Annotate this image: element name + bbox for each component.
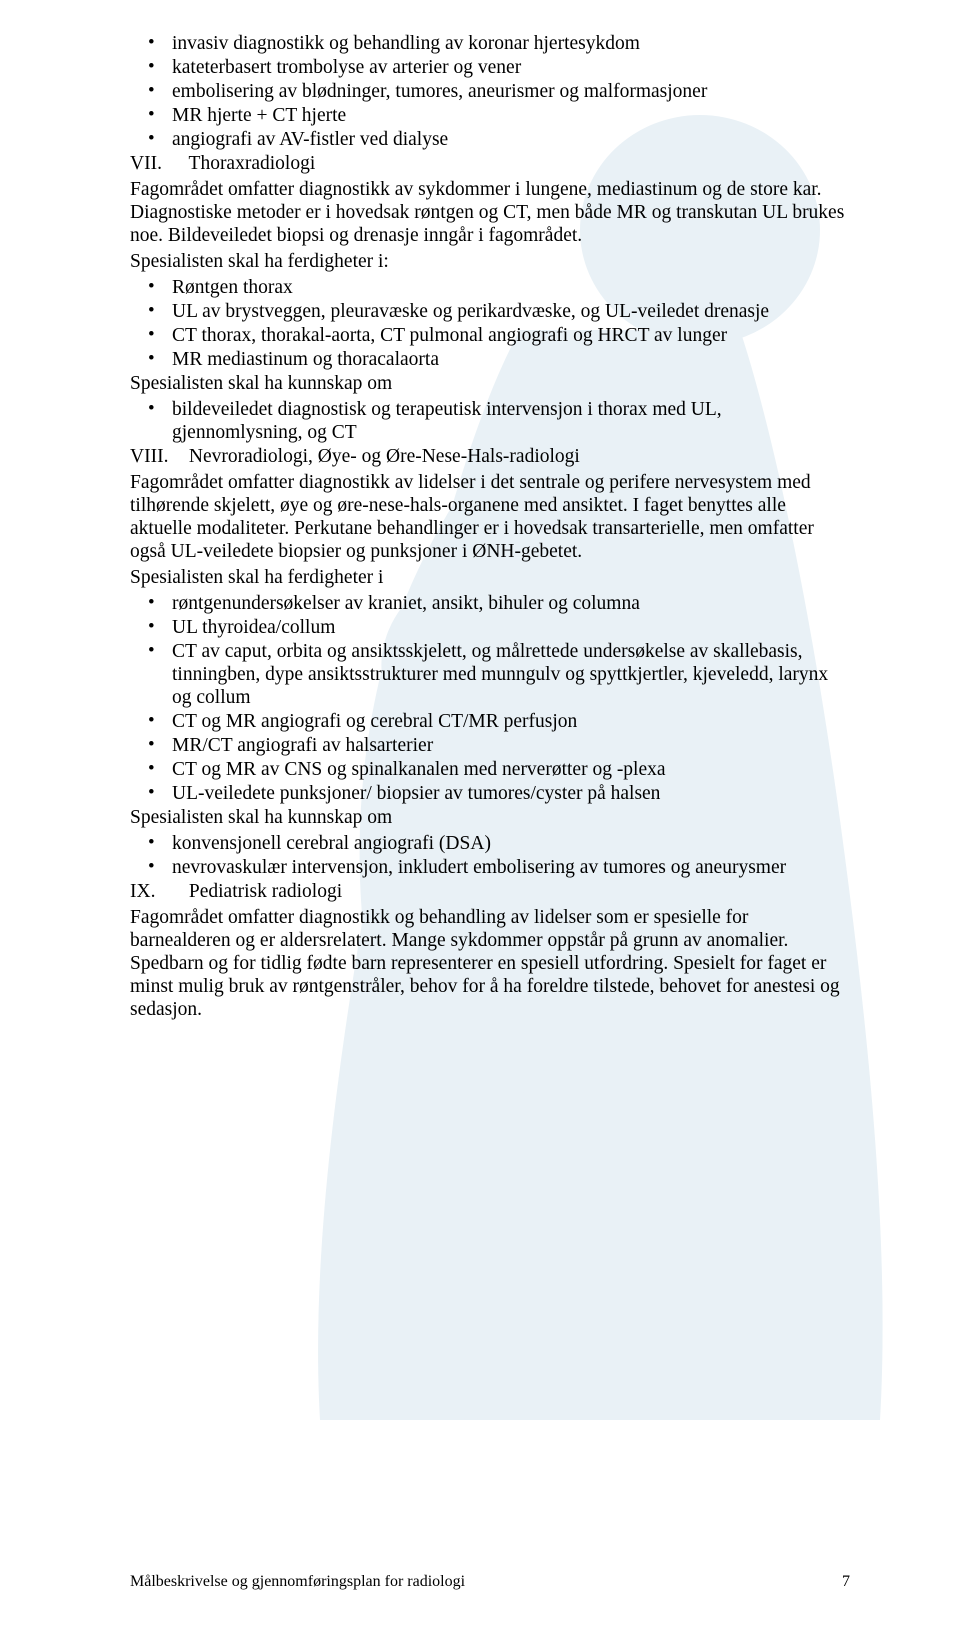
top-bullet-list: invasiv diagnostikk og behandling av kor… — [130, 32, 850, 151]
list-item: MR hjerte + CT hjerte — [130, 104, 850, 127]
list-item: røntgenundersøkelser av kraniet, ansikt,… — [130, 592, 850, 615]
skills-list-viii: røntgenundersøkelser av kraniet, ansikt,… — [130, 592, 850, 805]
heading-number: VII. — [130, 152, 184, 175]
list-item: CT av caput, orbita og ansiktsskjelett, … — [130, 640, 850, 709]
footer-text: Målbeskrivelse og gjennomføringsplan for… — [130, 1573, 465, 1591]
list-item: MR/CT angiografi av halsarterier — [130, 734, 850, 757]
section-heading-ix: IX. Pediatrisk radiologi — [130, 880, 850, 903]
knowledge-list-viii: konvensjonell cerebral angiografi (DSA) … — [130, 832, 850, 879]
page-content: invasiv diagnostikk og behandling av kor… — [0, 0, 960, 1084]
knowledge-heading: Spesialisten skal ha kunnskap om — [130, 372, 850, 395]
list-item: UL-veiledete punksjoner/ biopsier av tum… — [130, 782, 850, 805]
section-intro: Fagområdet omfatter diagnostikk av lidel… — [130, 471, 850, 563]
knowledge-list-vii: bildeveiledet diagnostisk og terapeutisk… — [130, 398, 850, 444]
heading-title: Pediatrisk radiologi — [189, 881, 342, 902]
list-item: konvensjonell cerebral angiografi (DSA) — [130, 832, 850, 855]
list-item: UL thyroidea/collum — [130, 616, 850, 639]
list-item: UL av brystveggen, pleuravæske og perika… — [130, 300, 850, 323]
list-item: Røntgen thorax — [130, 276, 850, 299]
section-heading-viii: VIII. Nevroradiologi, Øye- og Øre-Nese-H… — [130, 445, 850, 468]
section-intro: Fagområdet omfatter diagnostikk av sykdo… — [130, 178, 850, 247]
heading-title: Nevroradiologi, Øye- og Øre-Nese-Hals-ra… — [189, 446, 580, 467]
list-item: CT thorax, thorakal-aorta, CT pulmonal a… — [130, 324, 850, 347]
list-item: CT og MR angiografi og cerebral CT/MR pe… — [130, 710, 850, 733]
skills-heading: Spesialisten skal ha ferdigheter i: — [130, 250, 850, 273]
list-item: CT og MR av CNS og spinalkanalen med ner… — [130, 758, 850, 781]
list-item: invasiv diagnostikk og behandling av kor… — [130, 32, 850, 55]
heading-title: Thoraxradiologi — [189, 153, 316, 174]
page-number: 7 — [842, 1573, 850, 1591]
list-item: embolisering av blødninger, tumores, ane… — [130, 80, 850, 103]
list-item: bildeveiledet diagnostisk og terapeutisk… — [130, 398, 850, 444]
skills-list-vii: Røntgen thorax UL av brystveggen, pleura… — [130, 276, 850, 371]
heading-number: IX. — [130, 880, 184, 903]
section-intro: Fagområdet omfatter diagnostikk og behan… — [130, 906, 850, 1021]
page-footer: Målbeskrivelse og gjennomføringsplan for… — [130, 1573, 850, 1591]
section-heading-vii: VII. Thoraxradiologi — [130, 152, 850, 175]
heading-number: VIII. — [130, 445, 184, 468]
list-item: nevrovaskulær intervensjon, inkludert em… — [130, 856, 850, 879]
knowledge-heading: Spesialisten skal ha kunnskap om — [130, 806, 850, 829]
list-item: MR mediastinum og thoracalaorta — [130, 348, 850, 371]
list-item: kateterbasert trombolyse av arterier og … — [130, 56, 850, 79]
list-item: angiografi av AV-fistler ved dialyse — [130, 128, 850, 151]
skills-heading: Spesialisten skal ha ferdigheter i — [130, 566, 850, 589]
